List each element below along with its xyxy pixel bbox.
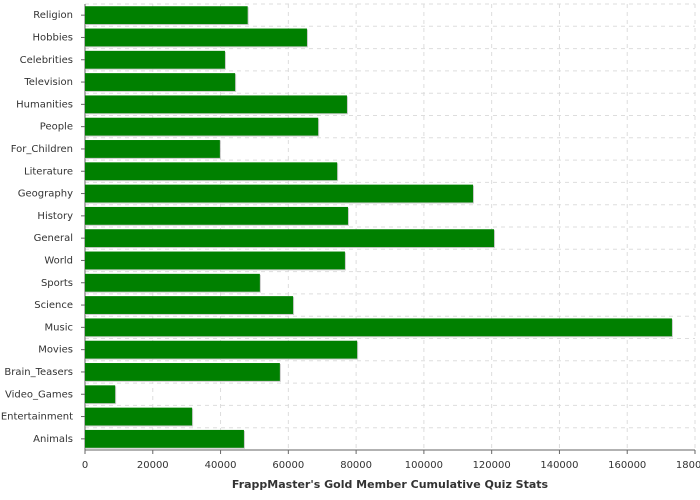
y-tick-label: For_Children bbox=[11, 144, 73, 155]
bar bbox=[85, 318, 672, 337]
y-tick-label: Entertainment bbox=[1, 412, 73, 423]
x-tick-label: 40000 bbox=[205, 460, 237, 471]
y-tick-label: Video_Games bbox=[5, 389, 73, 400]
y-tick-label: Movies bbox=[38, 345, 73, 356]
bar bbox=[85, 162, 338, 181]
bar bbox=[85, 206, 348, 225]
y-tick-label: Humanities bbox=[16, 99, 73, 110]
x-axis-label: FrappMaster's Gold Member Cumulative Qui… bbox=[232, 478, 549, 491]
y-tick-label: Animals bbox=[33, 434, 73, 445]
x-tick-label: 120000 bbox=[473, 460, 511, 471]
bar bbox=[85, 385, 116, 404]
x-tick-label: 100000 bbox=[405, 460, 443, 471]
bar bbox=[85, 229, 495, 248]
y-tick-label: Geography bbox=[18, 189, 73, 200]
bar bbox=[85, 50, 225, 69]
x-tick-label: 20000 bbox=[137, 460, 169, 471]
y-tick-label: Religion bbox=[33, 10, 73, 21]
bar bbox=[85, 251, 345, 270]
y-tick-label: World bbox=[44, 255, 73, 266]
bar bbox=[85, 6, 248, 25]
bar bbox=[85, 340, 358, 359]
y-tick-label: Television bbox=[23, 77, 73, 88]
bar bbox=[85, 407, 193, 426]
y-tick-label: History bbox=[37, 211, 73, 222]
bar bbox=[85, 363, 280, 381]
y-tick-label: Science bbox=[34, 300, 73, 311]
y-tick-label: General bbox=[34, 233, 73, 244]
y-tick-label: Music bbox=[45, 322, 73, 333]
bar bbox=[85, 429, 244, 448]
x-tick-label: 180000 bbox=[676, 460, 700, 471]
y-tick-label: People bbox=[40, 122, 73, 133]
y-tick-label: Brain_Teasers bbox=[4, 367, 73, 378]
x-tick-label: 140000 bbox=[540, 460, 578, 471]
bar bbox=[85, 117, 319, 136]
x-tick-label: 80000 bbox=[340, 460, 372, 471]
bar bbox=[85, 95, 347, 114]
x-tick-label: 60000 bbox=[272, 460, 304, 471]
bar bbox=[85, 28, 307, 47]
y-tick-label: Literature bbox=[24, 166, 73, 177]
x-tick-label: 160000 bbox=[608, 460, 646, 471]
y-tick-label: Hobbies bbox=[33, 32, 73, 43]
y-tick-label: Sports bbox=[41, 278, 73, 289]
bar bbox=[85, 296, 294, 314]
bar bbox=[85, 184, 474, 203]
bar bbox=[85, 140, 220, 158]
y-tick-label: Celebrities bbox=[20, 55, 73, 66]
bar bbox=[85, 73, 236, 91]
x-tick-label: 0 bbox=[82, 460, 88, 471]
bar bbox=[85, 273, 260, 292]
